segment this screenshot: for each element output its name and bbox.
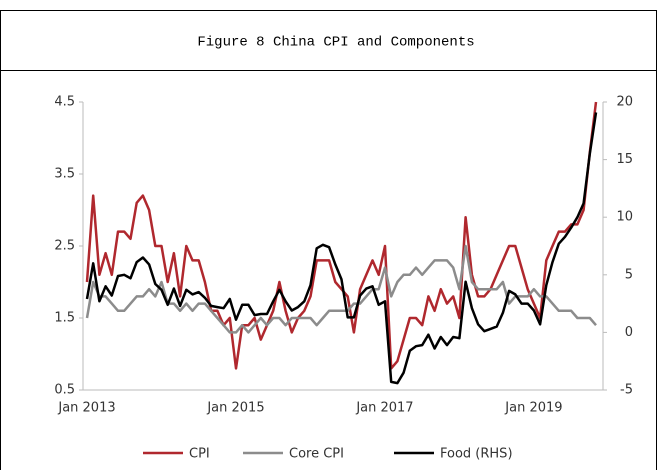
y2-tick-label: 10 (616, 210, 633, 225)
y2-tick-label: 20 (616, 95, 633, 110)
y-tick-label: 1.5 (54, 311, 75, 326)
y-tick-label: 2.5 (54, 239, 75, 254)
series-line (85, 101, 598, 370)
x-tick-label: Jan 2017 (355, 401, 413, 416)
x-tick-label: Jan 2019 (504, 401, 562, 416)
y2-tick-label: 15 (616, 152, 633, 167)
y2-tick-label: 5 (625, 267, 633, 282)
series-line (85, 244, 597, 334)
series-line (85, 112, 598, 385)
y2-tick-label: 0 (625, 325, 633, 340)
legend-label: Core CPI (289, 447, 344, 462)
y-tick-label: 4.5 (54, 95, 75, 110)
x-tick-label: Jan 2015 (206, 401, 264, 416)
legend-label: CPI (189, 447, 210, 462)
y2-tick-label: -5 (620, 383, 633, 398)
chart-title: Figure 8 China CPI and Components (197, 35, 474, 51)
y-tick-label: 3.5 (54, 167, 75, 182)
y-tick-label: 0.5 (54, 383, 75, 398)
x-tick-label: Jan 2013 (57, 401, 115, 416)
legend-label: Food (RHS) (440, 447, 513, 462)
